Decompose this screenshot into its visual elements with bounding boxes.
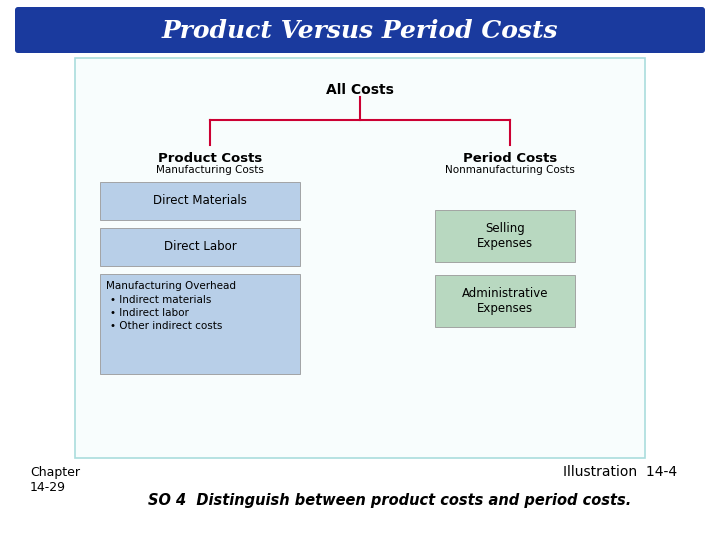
Text: Direct Labor: Direct Labor [163,240,236,253]
Text: Manufacturing Costs: Manufacturing Costs [156,165,264,175]
Text: Nonmanufacturing Costs: Nonmanufacturing Costs [445,165,575,175]
FancyBboxPatch shape [435,275,575,327]
Text: Manufacturing Overhead: Manufacturing Overhead [106,281,236,291]
Text: All Costs: All Costs [326,83,394,97]
FancyBboxPatch shape [75,58,645,458]
FancyBboxPatch shape [100,274,300,374]
FancyBboxPatch shape [100,182,300,220]
Text: • Other indirect costs: • Other indirect costs [110,321,222,331]
Text: Chapter
14-29: Chapter 14-29 [30,466,80,494]
FancyBboxPatch shape [435,210,575,262]
Text: Product Versus Period Costs: Product Versus Period Costs [162,19,558,43]
Text: Product Costs: Product Costs [158,152,262,165]
Text: Period Costs: Period Costs [463,152,557,165]
Text: • Indirect materials: • Indirect materials [110,295,212,305]
FancyBboxPatch shape [15,7,705,53]
Text: Illustration  14-4: Illustration 14-4 [563,465,677,479]
Text: Selling
Expenses: Selling Expenses [477,222,533,250]
FancyBboxPatch shape [100,228,300,266]
Text: SO 4  Distinguish between product costs and period costs.: SO 4 Distinguish between product costs a… [148,492,631,508]
Text: Direct Materials: Direct Materials [153,194,247,207]
Text: Administrative
Expenses: Administrative Expenses [462,287,548,315]
Text: • Indirect labor: • Indirect labor [110,308,189,318]
